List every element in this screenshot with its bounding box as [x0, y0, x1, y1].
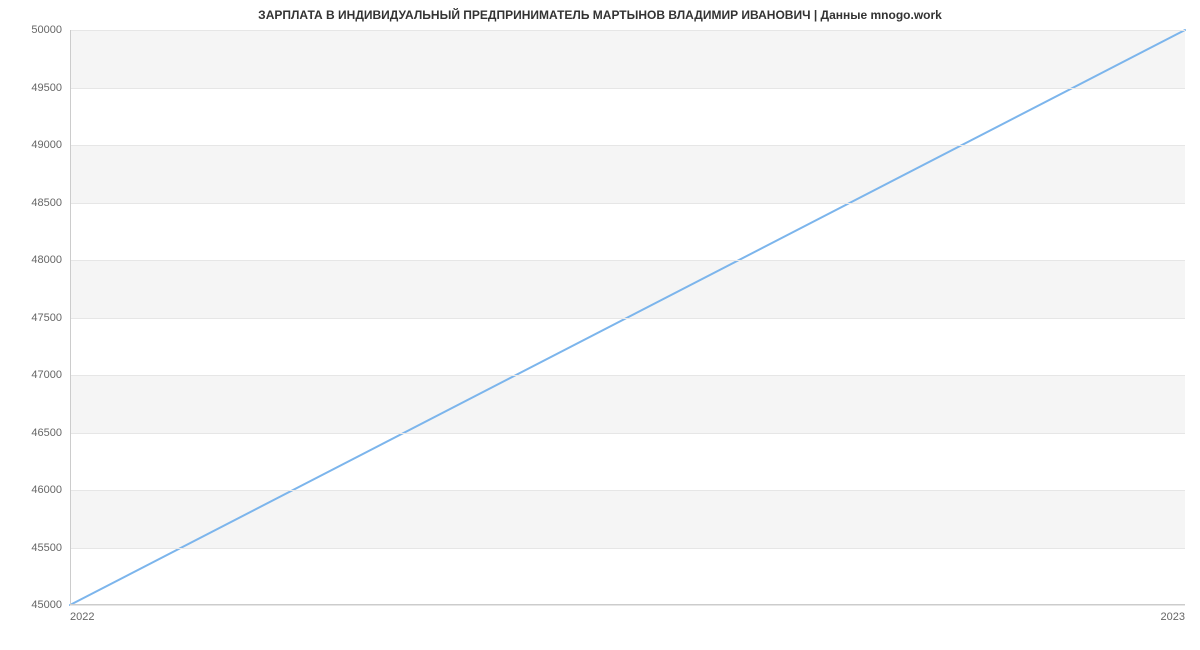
plot-area: 4500045500460004650047000475004800048500… [70, 30, 1185, 605]
y-tick-label: 48500 [31, 197, 70, 209]
y-gridline [70, 318, 1185, 319]
y-tick-label: 46000 [31, 484, 70, 496]
y-tick-label: 49000 [31, 139, 70, 151]
y-gridline [70, 548, 1185, 549]
y-gridline [70, 30, 1185, 31]
x-tick-label: 2022 [70, 605, 94, 623]
y-gridline [70, 605, 1185, 606]
y-tick-label: 47500 [31, 312, 70, 324]
y-gridline [70, 203, 1185, 204]
y-tick-label: 48000 [31, 254, 70, 266]
y-tick-label: 46500 [31, 427, 70, 439]
chart-title: ЗАРПЛАТА В ИНДИВИДУАЛЬНЫЙ ПРЕДПРИНИМАТЕЛ… [0, 8, 1200, 22]
y-tick-label: 47000 [31, 369, 70, 381]
y-tick-label: 50000 [31, 24, 70, 36]
y-tick-label: 49500 [31, 82, 70, 94]
y-tick-label: 45000 [31, 599, 70, 611]
y-gridline [70, 490, 1185, 491]
y-tick-label: 45500 [31, 542, 70, 554]
y-axis-line [70, 30, 71, 605]
x-axis-line [70, 604, 1185, 605]
y-gridline [70, 375, 1185, 376]
x-tick-label: 2023 [1161, 605, 1185, 623]
y-gridline [70, 433, 1185, 434]
y-gridline [70, 88, 1185, 89]
y-gridline [70, 260, 1185, 261]
y-gridline [70, 145, 1185, 146]
